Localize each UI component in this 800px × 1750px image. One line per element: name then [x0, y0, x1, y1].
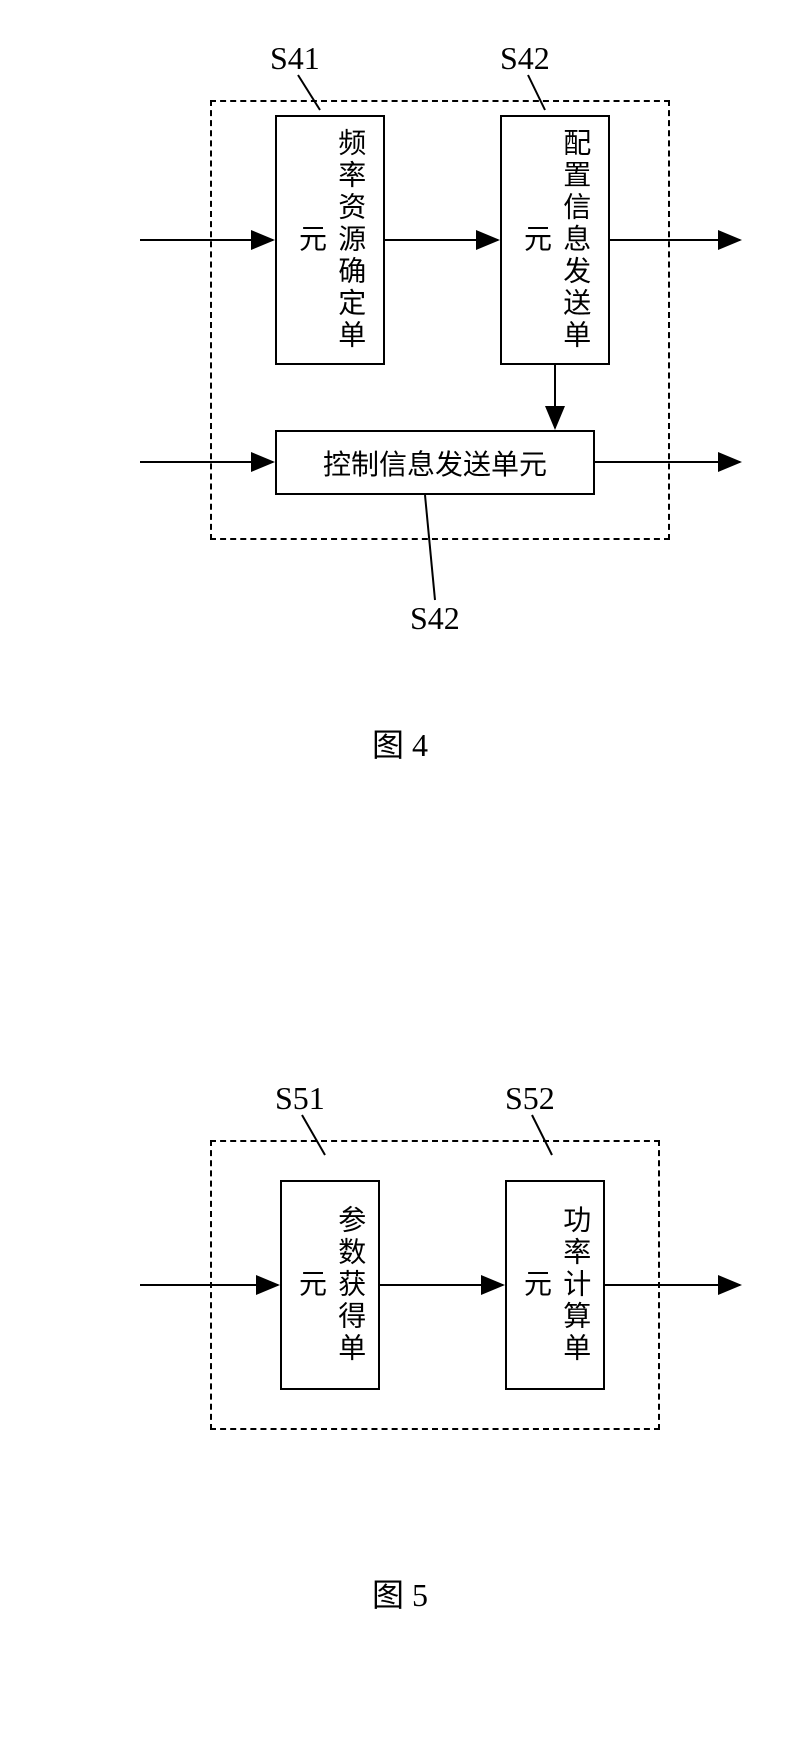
- figure4-caption: 图 4: [80, 720, 720, 766]
- label-s42-bottom: S42: [410, 600, 460, 637]
- figure-4: S41 S42 频率资源确定单元 配置信息发送单元 控制信息发送单元: [80, 40, 720, 760]
- figure5-caption: 图 5: [80, 1570, 720, 1616]
- figure5-arrows: [80, 1080, 780, 1640]
- figure4-arrows: [80, 40, 780, 760]
- figure-5: S51 S52 参数获得单元 功率计算单元 图 5: [80, 1080, 720, 1640]
